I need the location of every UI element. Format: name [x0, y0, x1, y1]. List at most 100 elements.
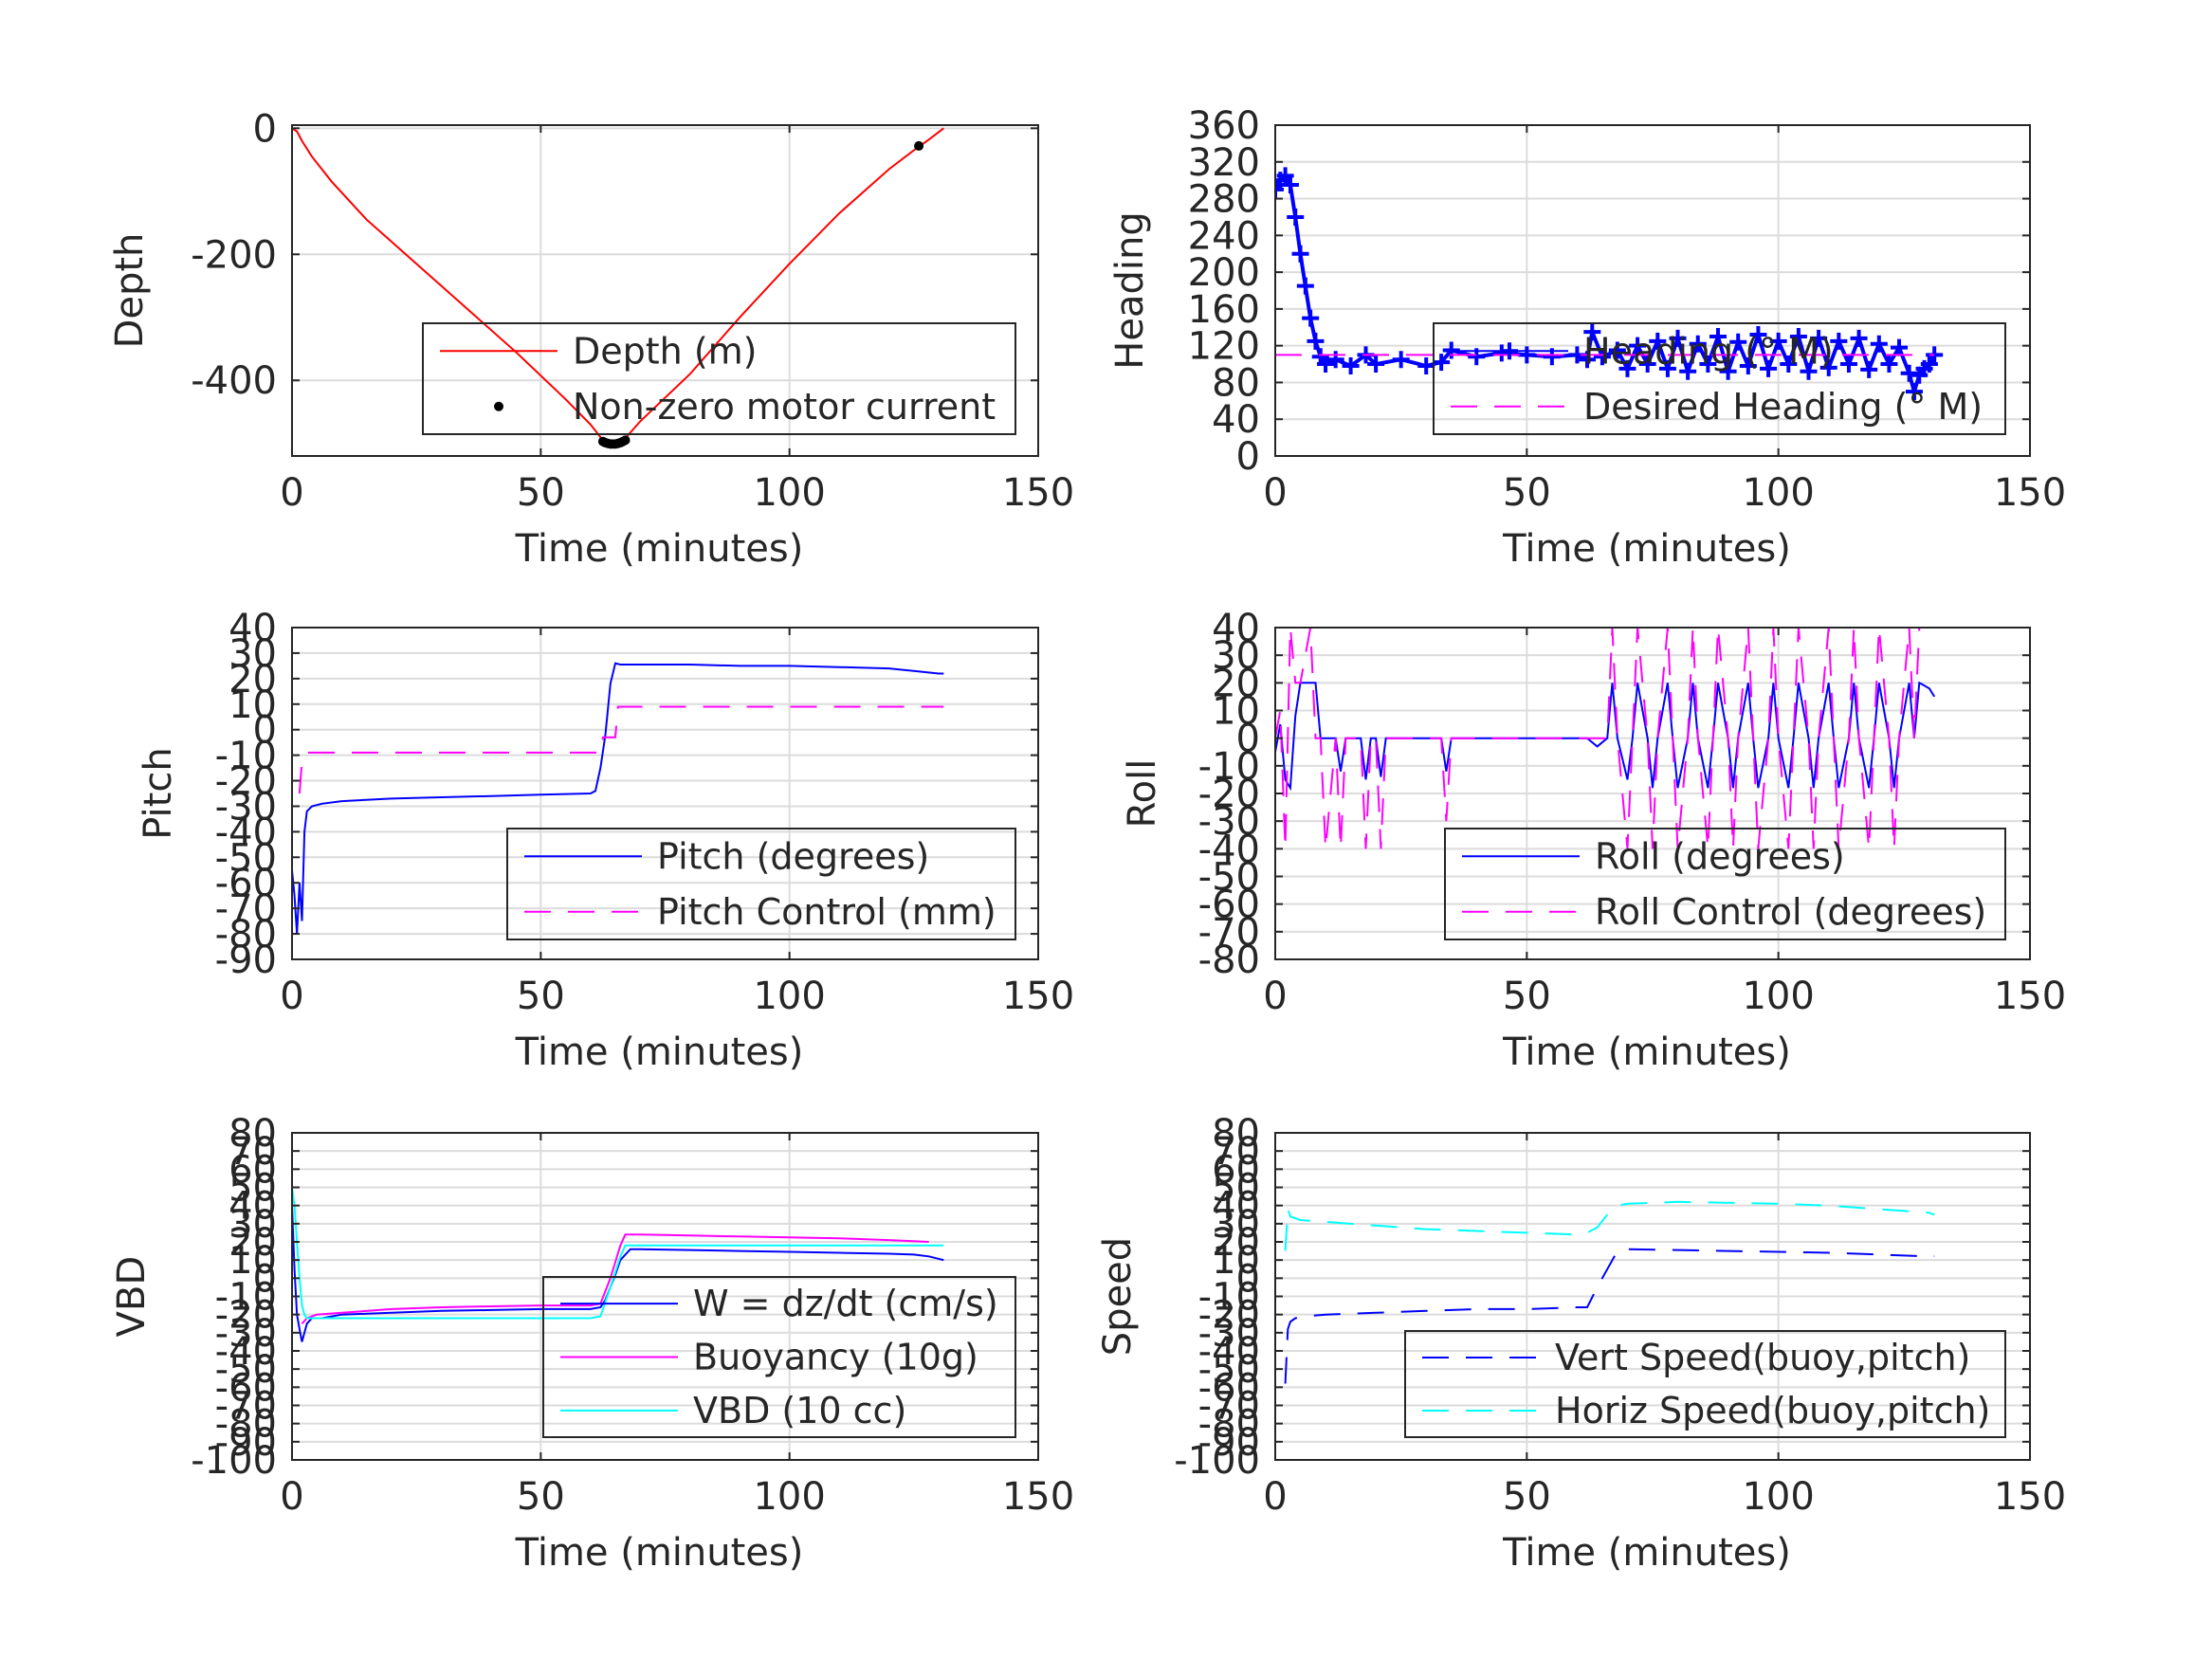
pitch-x-axis-label: Time (minutes): [515, 1030, 804, 1074]
heading-y-tick-label: 320: [1188, 141, 1260, 185]
pitch-legend-box: [506, 828, 1016, 940]
heading-x-tick-label: 50: [1503, 471, 1551, 515]
heading-series-0-point: [1689, 335, 1707, 353]
depth-x-tick-label: 150: [1002, 471, 1074, 515]
heading-series-0-point: [1810, 329, 1828, 347]
pitch-y-tick-label: -10: [215, 735, 277, 778]
heading-y-tick-label: 160: [1188, 288, 1260, 332]
depth-series-1: [597, 140, 924, 449]
heading-series-0-point: [1276, 167, 1294, 185]
pitch-y-tick-label: -60: [215, 862, 277, 905]
vbd-x-tick-label: 100: [753, 1475, 825, 1519]
roll-x-tick-label: 100: [1742, 975, 1814, 1018]
vbd-legend: W = dz/dt (cm/s) Buoyancy (10g) VBD (10 cc…: [542, 1276, 1016, 1438]
pitch-series-0: [292, 662, 944, 935]
speed-series-1-line: [1284, 1200, 1935, 1251]
heading-series-0-point: [1839, 356, 1857, 374]
depth-y-tick-label: -200: [191, 233, 277, 277]
heading-y-tick-label: 120: [1188, 325, 1260, 369]
heading-series-0-point: [1618, 359, 1636, 377]
depth-legend-label: Non-zero motor current: [573, 386, 996, 428]
heading-series-0-point: [1608, 341, 1626, 359]
pitch-series-1: [298, 705, 944, 794]
speed-series-0-line: [1284, 1248, 1935, 1384]
pitch-y-tick-label: 30: [229, 632, 277, 676]
speed-legend-label: Vert Speed(buoy,pitch): [1555, 1337, 1970, 1378]
heading-y-tick-label: 80: [1212, 361, 1260, 405]
roll-series-1-line: [1275, 628, 1935, 849]
speed-legend-entry: Horiz Speed(buoy,pitch): [1422, 1390, 1990, 1431]
heading-series-0-point: [1658, 359, 1676, 377]
heading-series-0-point: [1317, 356, 1335, 374]
pitch-y-tick-label: 10: [229, 684, 277, 727]
pitch-plot-area: [292, 628, 1038, 959]
pitch-y-tick-label: -80: [215, 913, 277, 957]
vbd-y-tick-label: 60: [229, 1148, 277, 1192]
vbd-y-tick-label: -30: [215, 1312, 277, 1356]
roll-legend-entry: Roll (degrees): [1462, 835, 1845, 877]
heading-series-0-point: [1593, 348, 1611, 366]
heading-series-0-point: [1649, 332, 1667, 350]
vbd-data: [292, 1187, 944, 1342]
vbd-y-tick-label: -100: [191, 1439, 277, 1483]
vbd-y-tick-label: -40: [215, 1330, 277, 1374]
heading-series-0-point: [1275, 180, 1284, 198]
roll-y-tick-label: -50: [1198, 856, 1260, 900]
vbd-y-tick-label: 50: [229, 1167, 277, 1211]
roll-series-1: [1275, 628, 1935, 849]
heading-series-0-point: [1780, 356, 1798, 374]
heading-series-0-point: [1789, 327, 1807, 345]
speed-series-1: [1284, 1200, 1935, 1251]
speed-y-tick-label: -100: [1174, 1439, 1260, 1483]
vbd-y-tick-label: 0: [253, 1257, 277, 1301]
heading-series-0-point: [1905, 383, 1923, 401]
roll-legend-box: [1444, 828, 2006, 940]
depth-x-tick-label: 0: [280, 471, 303, 515]
heading-series-0-point: [1699, 356, 1717, 374]
roll-y-tick-label: 30: [1212, 634, 1260, 678]
roll-x-tick-label: 0: [1263, 975, 1287, 1018]
heading-y-axis-label: Heading: [1108, 211, 1152, 369]
heading-series-0-point: [1891, 338, 1909, 356]
speed-legend: Vert Speed(buoy,pitch) Horiz Speed(buoy,p…: [1404, 1330, 2006, 1438]
roll-subplot: 0 50 100 150403020100-10-20-30-40-50-60-70-…: [1121, 607, 2066, 1074]
heading-series-0-point: [1709, 327, 1727, 345]
heading-series-0-point: [1433, 354, 1451, 372]
vbd-legend-label: Buoyancy (10g): [693, 1337, 978, 1378]
heading-series-0-point: [1326, 351, 1344, 369]
vbd-y-tick-label: -90: [215, 1421, 277, 1465]
heading-series-0-point: [1669, 329, 1687, 347]
heading-series-0-point: [1850, 329, 1868, 347]
speed-y-axis-label: Speed: [1096, 1237, 1140, 1356]
heading-legend-label: Desired Heading (° M): [1583, 386, 1983, 428]
vbd-series-2-line: [292, 1187, 944, 1320]
depth-y-axis-label: Depth: [108, 233, 152, 349]
roll-y-tick-label: 10: [1212, 690, 1260, 734]
pitch-y-tick-label: -90: [215, 939, 277, 982]
heading-series-0: [1275, 167, 1944, 401]
depth-x-tick-label: 50: [517, 471, 565, 515]
roll-y-tick-label: 20: [1212, 662, 1260, 705]
pitch-legend: Pitch (degrees) Pitch Control (mm): [506, 828, 1016, 940]
vbd-y-tick-label: 30: [229, 1203, 277, 1247]
pitch-subplot: 0 50 100 150403020100-10-20-30-40-50-60-70-…: [137, 607, 1074, 1074]
heading-y-tick-label: 280: [1188, 178, 1260, 222]
depth-legend-entry: Depth (m): [440, 330, 758, 372]
speed-y-tick-label: 60: [1212, 1148, 1260, 1192]
speed-x-tick-label: 50: [1503, 1475, 1551, 1519]
roll-y-tick-label: -40: [1198, 828, 1260, 871]
pitch-x-tick-label: 150: [1002, 975, 1074, 1018]
heading-series-0-point: [1860, 360, 1878, 378]
heading-series-0-point: [1342, 356, 1360, 374]
heading-series-0-point: [1870, 335, 1888, 353]
pitch-y-tick-label: -70: [215, 887, 277, 931]
roll-legend-label: Roll (degrees): [1595, 835, 1845, 877]
heading-series-0-point: [1302, 309, 1320, 327]
heading-series-0-point: [1819, 358, 1837, 376]
speed-y-tick-label: 30: [1212, 1203, 1260, 1247]
heading-series-0-point: [1287, 208, 1305, 226]
speed-subplot: 0 50 100 15080706050403020100-10-20-30-40-5…: [1096, 1112, 2066, 1575]
vbd-legend-entry: Buoyancy (10g): [560, 1337, 978, 1378]
heading-y-tick-label: 240: [1188, 214, 1260, 258]
